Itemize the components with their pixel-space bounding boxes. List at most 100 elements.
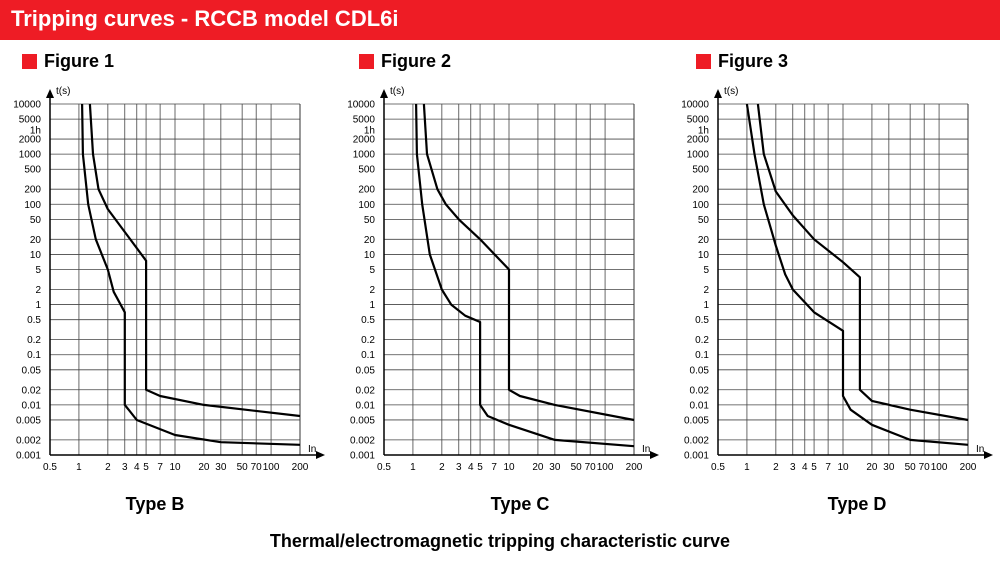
x-tick-label: 10	[169, 462, 181, 473]
y-tick-label: 2000	[19, 135, 42, 146]
y-tick-label: 0.02	[22, 385, 42, 396]
x-tick-label: 0.5	[43, 462, 57, 473]
x-tick-label: 100	[263, 462, 280, 473]
y-tick-label: 1000	[19, 150, 42, 161]
x-tick-label: 2	[439, 462, 445, 473]
series-upper-limit-line	[88, 103, 301, 418]
x-tick-label: 3	[122, 462, 128, 473]
y-axis-arrow-icon	[46, 89, 54, 98]
series-lower-limit-line	[745, 103, 969, 446]
figure-3-label: Figure 3	[718, 51, 789, 71]
series-upper-limit-line	[422, 103, 635, 422]
y-tick-label: 5	[369, 265, 375, 276]
x-tick-label: 1	[76, 462, 82, 473]
y-tick-label: 100	[24, 200, 41, 211]
y-tick-label: 0.005	[350, 415, 375, 426]
y-tick-label: 50	[364, 215, 376, 226]
x-axis-label: In	[308, 444, 316, 455]
x-tick-label: 30	[883, 462, 895, 473]
y-tick-label: 0.5	[361, 315, 375, 326]
x-tick-label: 200	[292, 462, 309, 473]
x-tick-label: 20	[198, 462, 210, 473]
x-axis-arrow-icon	[650, 451, 659, 459]
x-tick-label: 20	[532, 462, 544, 473]
x-tick-label: 70	[585, 462, 597, 473]
y-tick-label: 1	[35, 300, 41, 311]
x-tick-label: 70	[251, 462, 263, 473]
y-tick-label: 0.001	[684, 451, 709, 462]
y-tick-label: 2	[369, 285, 375, 296]
y-tick-label: 100	[358, 200, 375, 211]
y-tick-label: 10	[698, 250, 710, 261]
y-tick-label: 10	[30, 250, 42, 261]
y-tick-label: 2000	[687, 135, 710, 146]
x-tick-label: 100	[931, 462, 948, 473]
y-tick-label: 2	[703, 285, 709, 296]
x-tick-label: 10	[837, 462, 849, 473]
x-tick-label: 7	[157, 462, 163, 473]
y-tick-label: 0.02	[356, 385, 376, 396]
x-tick-label: 5	[477, 462, 483, 473]
y-tick-label: 0.1	[361, 350, 375, 361]
type-d-label: Type D	[827, 494, 887, 514]
figure-1-label: Figure 1	[44, 51, 115, 71]
x-tick-label: 50	[571, 462, 583, 473]
x-tick-label: 4	[134, 462, 140, 473]
x-tick-label: 7	[491, 462, 497, 473]
y-tick-label: 0.002	[684, 435, 709, 446]
y-tick-label: 0.05	[356, 365, 376, 376]
x-tick-label: 100	[597, 462, 614, 473]
x-tick-label: 1	[744, 462, 750, 473]
y-tick-label: 50	[30, 215, 42, 226]
series-upper-limit-line	[756, 103, 969, 422]
x-tick-label: 2	[105, 462, 111, 473]
chart-caption: Thermal/electromagnetic tripping charact…	[269, 531, 731, 551]
y-tick-label: 0.5	[27, 315, 41, 326]
y-tick-label: 0.002	[350, 435, 375, 446]
y-tick-label: 5000	[687, 115, 710, 126]
tripping-chart-type-c: t(s)In1000050001h20001000500200100502010…	[347, 86, 659, 473]
y-tick-label: 2000	[353, 135, 376, 146]
y-axis-label: t(s)	[724, 86, 738, 97]
header-banner: Tripping curves - RCCB model CDL6i	[0, 0, 1000, 40]
x-tick-label: 3	[790, 462, 796, 473]
y-tick-label: 1000	[353, 150, 376, 161]
y-axis-arrow-icon	[380, 89, 388, 98]
y-tick-label: 0.2	[361, 335, 375, 346]
y-tick-label: 200	[24, 185, 41, 196]
y-tick-label: 0.2	[695, 335, 709, 346]
y-axis-label: t(s)	[390, 86, 404, 97]
red-square-icon	[359, 54, 374, 69]
y-tick-label: 1h	[364, 126, 375, 137]
y-tick-label: 5000	[353, 115, 376, 126]
x-tick-label: 200	[626, 462, 643, 473]
y-tick-label: 1h	[698, 126, 709, 137]
y-tick-label: 2	[35, 285, 41, 296]
x-tick-label: 50	[237, 462, 249, 473]
tripping-chart-type-d: t(s)In1000050001h20001000500200100502010…	[681, 86, 993, 473]
x-tick-label: 0.5	[377, 462, 391, 473]
x-axis-label: In	[642, 444, 650, 455]
y-tick-label: 0.01	[690, 400, 710, 411]
y-tick-label: 200	[358, 185, 375, 196]
y-tick-label: 10000	[13, 100, 41, 111]
x-tick-label: 10	[503, 462, 515, 473]
y-tick-label: 50	[698, 215, 710, 226]
red-square-icon	[696, 54, 711, 69]
y-tick-label: 0.01	[356, 400, 376, 411]
y-tick-label: 20	[364, 235, 376, 246]
x-tick-label: 3	[456, 462, 462, 473]
y-tick-label: 10	[364, 250, 376, 261]
y-tick-label: 5	[703, 265, 709, 276]
y-tick-label: 1000	[687, 150, 710, 161]
x-tick-label: 5	[811, 462, 817, 473]
x-tick-label: 30	[549, 462, 561, 473]
y-tick-label: 5000	[19, 115, 42, 126]
y-tick-label: 5	[35, 265, 41, 276]
tripping-chart-type-b: t(s)In1000050001h20001000500200100502010…	[13, 86, 325, 473]
y-tick-label: 0.02	[690, 385, 710, 396]
x-tick-label: 7	[825, 462, 831, 473]
y-tick-label: 0.001	[16, 451, 41, 462]
series-lower-limit-line	[415, 103, 635, 448]
y-tick-label: 0.002	[16, 435, 41, 446]
